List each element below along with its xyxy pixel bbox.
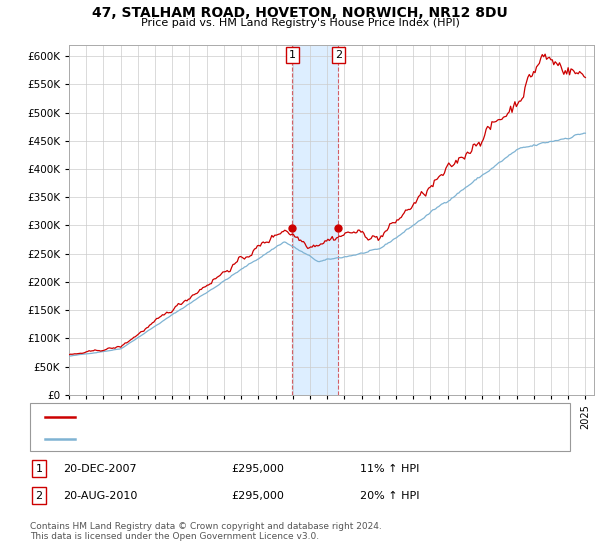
Text: 1: 1: [289, 50, 296, 60]
Text: 47, STALHAM ROAD, HOVETON, NORWICH, NR12 8DU: 47, STALHAM ROAD, HOVETON, NORWICH, NR12…: [92, 6, 508, 20]
Text: 47, STALHAM ROAD, HOVETON, NORWICH, NR12 8DU (detached house): 47, STALHAM ROAD, HOVETON, NORWICH, NR12…: [81, 412, 454, 422]
Text: 1: 1: [35, 464, 43, 474]
Text: 20% ↑ HPI: 20% ↑ HPI: [360, 491, 419, 501]
Text: 20-DEC-2007: 20-DEC-2007: [63, 464, 137, 474]
Text: HPI: Average price, detached house, North Norfolk: HPI: Average price, detached house, Nort…: [81, 434, 344, 444]
Text: £295,000: £295,000: [231, 464, 284, 474]
Text: Price paid vs. HM Land Registry's House Price Index (HPI): Price paid vs. HM Land Registry's House …: [140, 18, 460, 28]
Bar: [292, 45, 338, 395]
Text: 11% ↑ HPI: 11% ↑ HPI: [360, 464, 419, 474]
Text: 2: 2: [35, 491, 43, 501]
Text: 20-AUG-2010: 20-AUG-2010: [63, 491, 137, 501]
Text: £295,000: £295,000: [231, 491, 284, 501]
Text: 2: 2: [335, 50, 342, 60]
Text: Contains HM Land Registry data © Crown copyright and database right 2024.
This d: Contains HM Land Registry data © Crown c…: [30, 522, 382, 542]
